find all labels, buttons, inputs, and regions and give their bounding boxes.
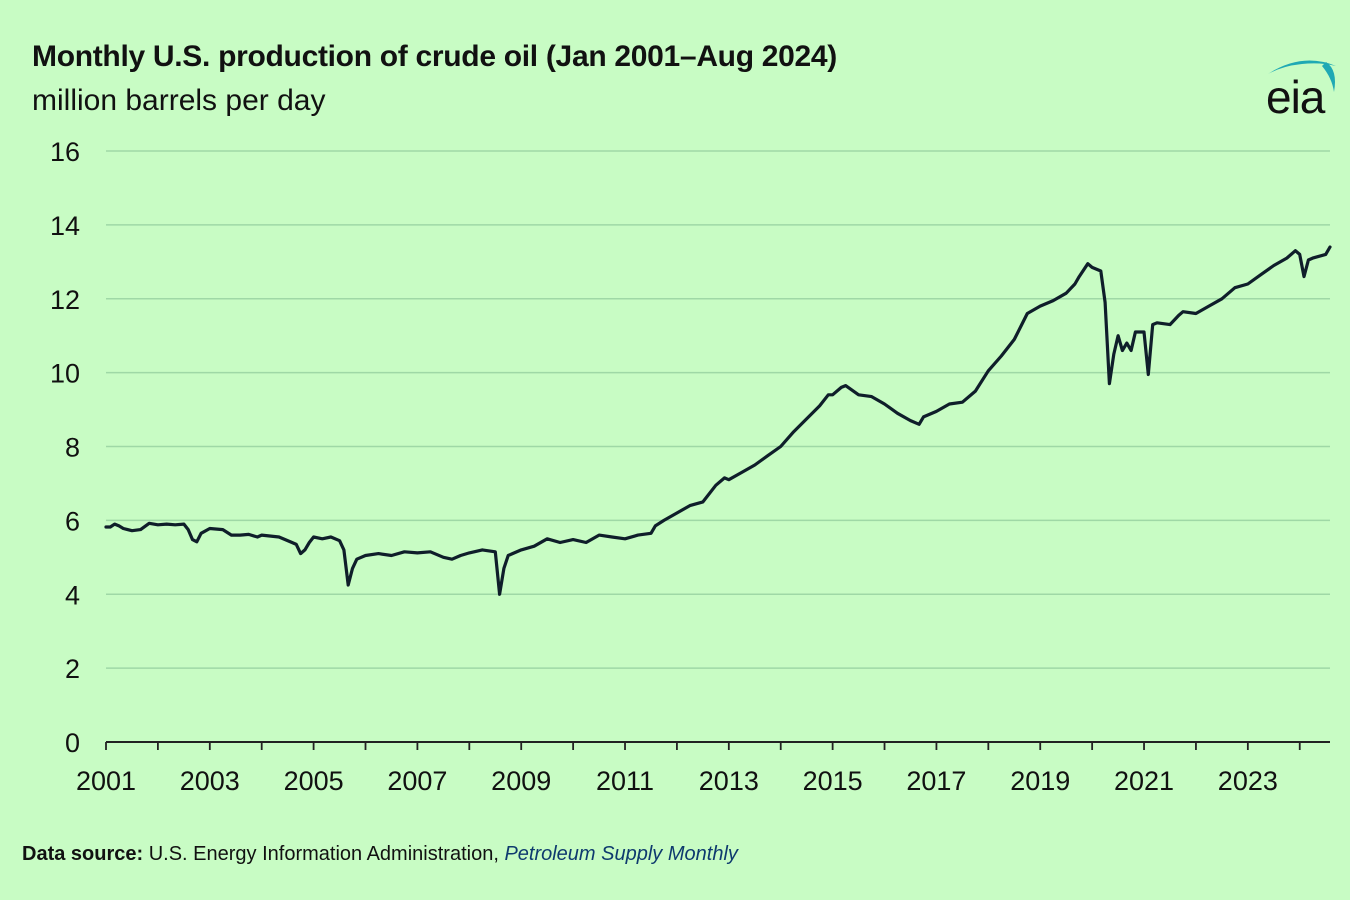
data-source-publication: Petroleum Supply Monthly bbox=[504, 843, 738, 865]
x-tick-label-2007: 2007 bbox=[387, 766, 447, 796]
data-source-note: Data source: U.S. Energy Information Adm… bbox=[22, 843, 738, 866]
x-axis-tick-labels: 2001 2003 2005 2007 2009 2011 2013 2015 2017 2019… bbox=[76, 766, 1278, 796]
data-source-text: U.S. Energy Information Administration, bbox=[143, 843, 505, 865]
y-tick-label-4: 4 bbox=[65, 580, 80, 610]
y-tick-label-14: 14 bbox=[50, 211, 80, 241]
y-tick-label-10: 10 bbox=[50, 359, 80, 389]
y-tick-label-2: 2 bbox=[65, 654, 80, 684]
eia-logo: eia bbox=[1266, 71, 1325, 123]
y-tick-label-6: 6 bbox=[65, 506, 80, 536]
x-tick-label-2011: 2011 bbox=[596, 766, 654, 796]
y-tick-label-12: 12 bbox=[50, 285, 80, 315]
x-axis bbox=[105, 741, 1330, 750]
x-tick-label-2019: 2019 bbox=[1010, 766, 1070, 796]
x-tick-label-2009: 2009 bbox=[491, 766, 551, 796]
x-tick-label-2003: 2003 bbox=[180, 766, 240, 796]
x-tick-label-2001: 2001 bbox=[76, 766, 136, 796]
x-tick-label-2021: 2021 bbox=[1114, 766, 1174, 796]
x-tick-label-2013: 2013 bbox=[699, 766, 759, 796]
chart-title: Monthly U.S. production of crude oil (Ja… bbox=[32, 40, 837, 73]
data-source-label: Data source: bbox=[22, 843, 144, 865]
gridlines bbox=[106, 150, 1330, 669]
chart-subtitle: million barrels per day bbox=[32, 84, 326, 117]
x-tick-label-2005: 2005 bbox=[284, 766, 344, 796]
y-tick-label-16: 16 bbox=[50, 137, 80, 167]
x-tick-label-2023: 2023 bbox=[1218, 766, 1278, 796]
y-tick-label-0: 0 bbox=[65, 728, 80, 758]
y-tick-label-8: 8 bbox=[65, 433, 80, 463]
x-tick-label-2017: 2017 bbox=[906, 766, 966, 796]
x-tick-label-2015: 2015 bbox=[803, 766, 863, 796]
y-axis-tick-labels: 0 2 4 6 8 10 12 14 16 bbox=[50, 137, 80, 758]
eia-logo-arc-icon bbox=[1268, 60, 1336, 92]
series-line-crude-oil-production bbox=[104, 245, 1332, 596]
